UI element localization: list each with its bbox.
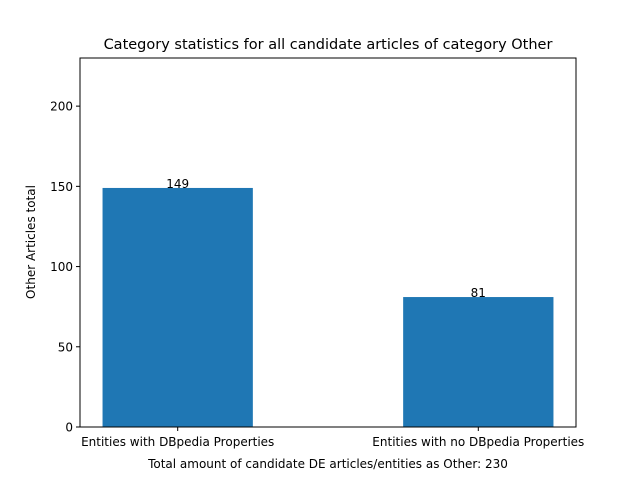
y-tick-label-2: 100 xyxy=(50,260,73,274)
data-label-1: 81 xyxy=(471,286,486,300)
chart-title: Category statistics for all candidate ar… xyxy=(104,37,553,53)
y-axis-ticks: 0 50 100 150 200 xyxy=(50,100,80,435)
y-tick-label-1: 50 xyxy=(58,340,73,354)
x-tick-label-1: Entities with no DBpedia Properties xyxy=(372,435,584,449)
y-tick-label-0: 0 xyxy=(65,421,73,435)
x-axis-label: Total amount of candidate DE articles/en… xyxy=(147,457,508,471)
bars-layer xyxy=(102,187,554,427)
bar-0 xyxy=(102,187,253,427)
y-tick-label-4: 200 xyxy=(50,100,73,114)
y-axis-label: Other Articles total xyxy=(24,185,38,299)
bar-1 xyxy=(403,297,554,427)
x-tick-label-0: Entities with DBpedia Properties xyxy=(81,435,274,449)
y-tick-label-3: 150 xyxy=(50,180,73,194)
data-labels-layer: 149 81 xyxy=(166,177,486,300)
data-label-0: 149 xyxy=(166,177,189,191)
x-axis-ticks: Entities with DBpedia Properties Entities… xyxy=(81,427,584,449)
plot-frame xyxy=(79,57,577,428)
